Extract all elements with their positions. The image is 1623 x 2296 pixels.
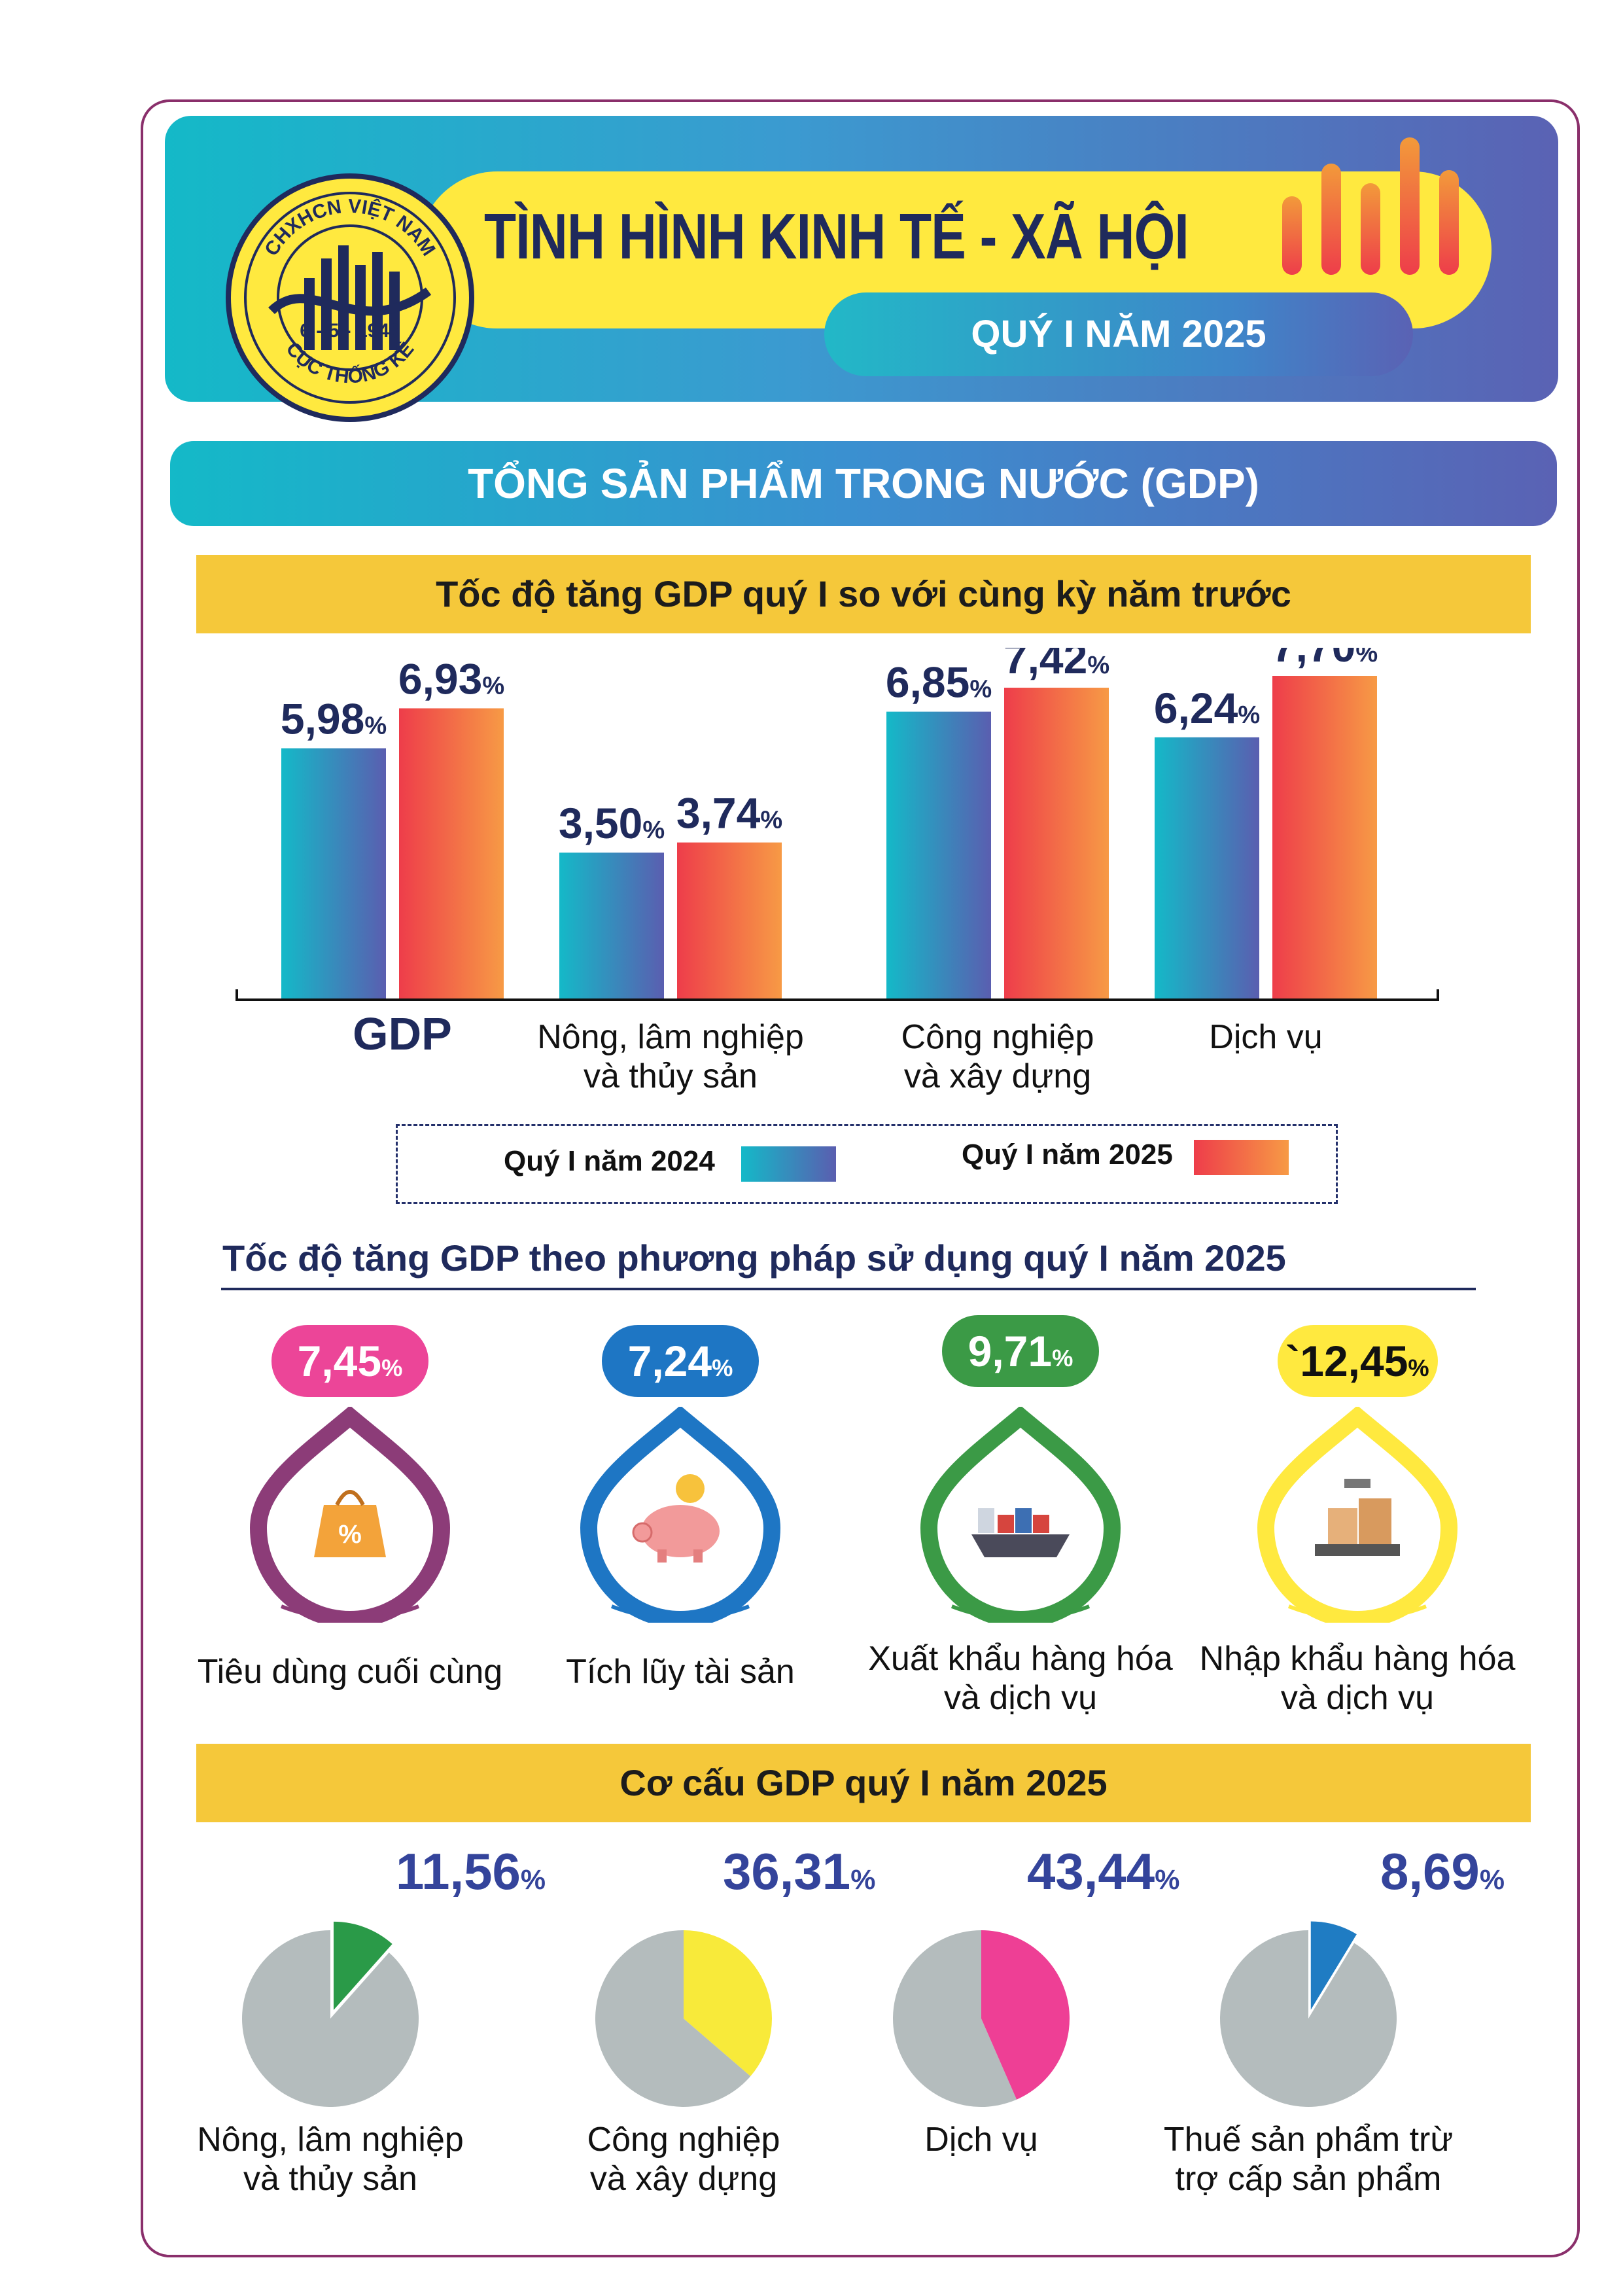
pie-chart: [1220, 1921, 1397, 2107]
bar-0-1: [399, 708, 504, 1000]
pie-slice-rest: [595, 1930, 751, 2107]
usage-value-badge: 7,45%: [271, 1325, 428, 1397]
bar-value-label: 3,50%: [559, 799, 665, 847]
pie-slice-highlight: [1310, 1921, 1357, 2010]
legend-label-2024: Quý I năm 2024: [504, 1145, 715, 1177]
bar-2-0: [886, 711, 991, 1000]
cargo-ship-icon: [971, 1508, 1070, 1557]
legend-label-2025: Quý I năm 2025: [962, 1139, 1173, 1171]
usage-label: Nhập khẩu hàng hóa và dịch vụ: [1199, 1640, 1516, 1717]
usage-value-badge: 7,24%: [602, 1325, 759, 1397]
pie-category-label: Công nghiệp và xây dựng: [587, 2121, 780, 2198]
pie-slice-highlight: [333, 1921, 393, 2010]
bar-3-1: [1272, 676, 1377, 1000]
bar-value-label: 5,98%: [281, 695, 387, 743]
pie-value-label: 8,69%: [1380, 1843, 1505, 1900]
category-label: Công nghiệp và xây dựng: [901, 1018, 1094, 1095]
legend-swatch-2024: [741, 1146, 836, 1182]
bar-value-label: 7,70%: [1272, 648, 1378, 671]
subtitle-pill: [824, 292, 1413, 376]
bar-1-1: [677, 842, 782, 1000]
category-label: GDP: [353, 1008, 452, 1059]
page-frame: [141, 99, 1580, 2257]
pie-value-label: 11,56%: [396, 1843, 546, 1900]
pie-category-label: Thuế sản phẩm trừ trợ cấp sản phẩm: [1163, 2121, 1454, 2198]
pie-slice-rest: [242, 1930, 419, 2107]
pie-slice-highlight: [981, 1930, 1070, 2100]
usage-label: Xuất khẩu hàng hóa và dịch vụ: [868, 1640, 1173, 1717]
bar-value-label: 6,85%: [886, 658, 992, 707]
category-label: Nông, lâm nghiệp và thủy sản: [537, 1018, 804, 1095]
growth-chart-title-band: [196, 555, 1531, 633]
statistics-office-logo: CHXHCN VIỆT NAM 6 - 5 - 1946 CỤC THỐNG K…: [226, 173, 474, 422]
pie-slice-highlight: [684, 1930, 772, 2077]
piggy-bank-icon: [632, 1474, 720, 1563]
bar-2-1: [1004, 688, 1109, 1000]
bar-value-label: 6,24%: [1154, 684, 1260, 732]
growth-chart-title: Tốc độ tăng GDP quý I so với cùng kỳ năm…: [436, 573, 1291, 614]
pie-slice-rest: [1220, 1930, 1397, 2107]
pie-category-label: Dịch vụ: [924, 2121, 1038, 2159]
pie-chart: [893, 1930, 1070, 2107]
chart-legend: [396, 1124, 1338, 1204]
section-title: TỔNG SẢN PHẨM TRONG NƯỚC (GDP): [468, 460, 1259, 507]
page-subtitle: QUÝ I NĂM 2025: [971, 313, 1266, 355]
bar-0-0: [281, 748, 386, 1000]
bar-value-label: 6,93%: [398, 655, 504, 703]
category-label: Dịch vụ: [1209, 1018, 1323, 1056]
pie-category-label: Nông, lâm nghiệp và thủy sản: [197, 2121, 464, 2198]
bar-value-label: 7,42%: [1003, 648, 1109, 682]
shopping-bag-icon: %: [314, 1490, 386, 1557]
structure-title-band: [196, 1744, 1531, 1822]
bar-3-0: [1155, 737, 1259, 1000]
pie-chart: [242, 1921, 419, 2107]
growth-bar-chart: 5,98%6,93% 3,50%3,74% 6,85% 7,42% 6,24% 7,70%: [236, 648, 1439, 1001]
usage-section-underline: [221, 1288, 1476, 1290]
usage-section-title: Tốc độ tăng GDP theo phương pháp sử dụng…: [222, 1237, 1286, 1279]
section-band: [170, 441, 1557, 526]
structure-title: Cơ cấu GDP quý I năm 2025: [620, 1762, 1108, 1803]
page-title: TÌNH HÌNH KINH TẾ - XÃ HỘI: [484, 200, 1189, 272]
usage-value-badge: `12,45%: [1277, 1325, 1438, 1397]
bar-1-0: [559, 853, 664, 1000]
legend-swatch-2025: [1194, 1140, 1289, 1175]
pie-value-label: 43,44%: [1027, 1843, 1180, 1900]
pie-slice-rest: [893, 1930, 1017, 2107]
bar-value-label: 3,74%: [676, 789, 782, 838]
pie-chart: [595, 1930, 772, 2107]
usage-value-badge: 9,71%: [942, 1315, 1099, 1387]
usage-label: Tích lũy tài sản: [566, 1653, 795, 1691]
usage-label: Tiêu dùng cuối cùng: [197, 1653, 503, 1691]
bar-chart-decoration-icon: [1282, 137, 1459, 275]
pie-value-label: 36,31%: [723, 1843, 876, 1900]
logo-text-date: 6 - 5 - 1946: [300, 320, 400, 342]
svg-text:%: %: [338, 1520, 362, 1549]
scale-boxes-icon: [1315, 1479, 1400, 1556]
